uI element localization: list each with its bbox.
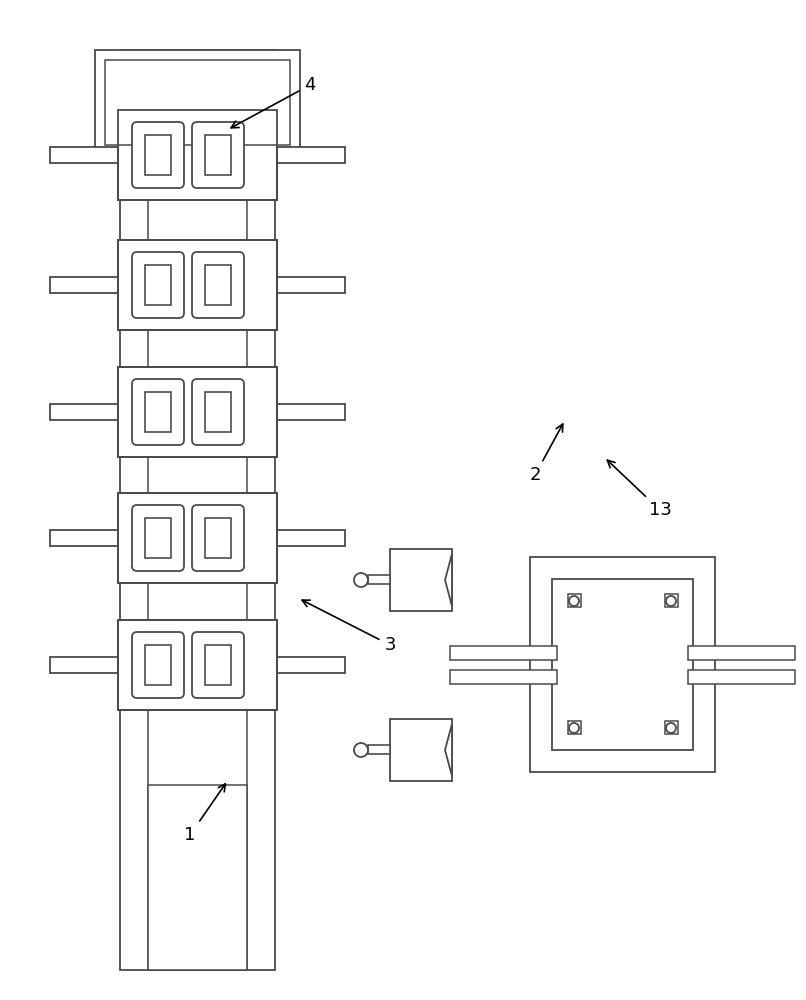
Bar	[118, 110, 277, 200]
Bar	[450, 670, 557, 684]
Circle shape	[354, 573, 368, 587]
Bar	[205, 645, 231, 685]
FancyBboxPatch shape	[132, 122, 184, 188]
Bar	[688, 670, 795, 684]
Bar	[277, 657, 345, 673]
Bar	[568, 721, 581, 734]
FancyBboxPatch shape	[192, 505, 244, 571]
Text: 2: 2	[530, 424, 563, 484]
Polygon shape	[445, 554, 452, 606]
Bar	[145, 518, 171, 558]
Bar	[390, 549, 452, 611]
Circle shape	[569, 723, 579, 733]
Circle shape	[569, 596, 579, 606]
FancyBboxPatch shape	[192, 379, 244, 445]
Bar	[552, 579, 693, 750]
Bar	[530, 557, 715, 772]
Bar	[450, 646, 557, 660]
Bar	[118, 620, 277, 710]
Circle shape	[354, 743, 368, 757]
Bar	[118, 493, 277, 583]
FancyBboxPatch shape	[192, 252, 244, 318]
Bar	[205, 518, 231, 558]
Bar	[145, 135, 171, 175]
Bar	[118, 620, 277, 710]
Bar	[390, 719, 452, 781]
Bar	[118, 367, 277, 457]
Text: 13: 13	[608, 460, 671, 519]
Text: 1: 1	[185, 784, 226, 844]
FancyBboxPatch shape	[132, 632, 184, 698]
Bar	[50, 530, 118, 546]
Bar	[368, 745, 390, 754]
Bar	[118, 367, 277, 457]
Bar	[50, 657, 118, 673]
Bar	[118, 240, 277, 330]
Bar	[277, 277, 345, 293]
Circle shape	[666, 723, 676, 733]
Bar	[148, 50, 247, 970]
Bar	[277, 404, 345, 420]
Bar	[50, 147, 118, 163]
Bar	[148, 785, 247, 970]
Text: 3: 3	[302, 600, 396, 654]
FancyBboxPatch shape	[132, 379, 184, 445]
Bar	[118, 240, 277, 330]
FancyBboxPatch shape	[192, 632, 244, 698]
Bar	[145, 645, 171, 685]
Bar	[688, 646, 795, 660]
Bar	[120, 50, 275, 970]
Bar	[665, 721, 678, 734]
FancyBboxPatch shape	[192, 122, 244, 188]
Bar	[277, 530, 345, 546]
FancyBboxPatch shape	[132, 505, 184, 571]
Bar	[568, 594, 581, 607]
Bar	[665, 594, 678, 607]
Bar	[368, 575, 390, 584]
Text: 4: 4	[231, 76, 316, 128]
Bar	[118, 110, 277, 200]
Circle shape	[666, 596, 676, 606]
Bar	[205, 135, 231, 175]
Bar	[50, 404, 118, 420]
Bar	[50, 277, 118, 293]
Bar	[118, 493, 277, 583]
FancyBboxPatch shape	[132, 252, 184, 318]
Bar	[205, 265, 231, 305]
Polygon shape	[445, 724, 452, 776]
Bar	[277, 147, 345, 163]
Bar	[105, 60, 290, 145]
Bar	[95, 50, 300, 155]
Bar	[145, 265, 171, 305]
Bar	[145, 392, 171, 432]
Bar	[205, 392, 231, 432]
